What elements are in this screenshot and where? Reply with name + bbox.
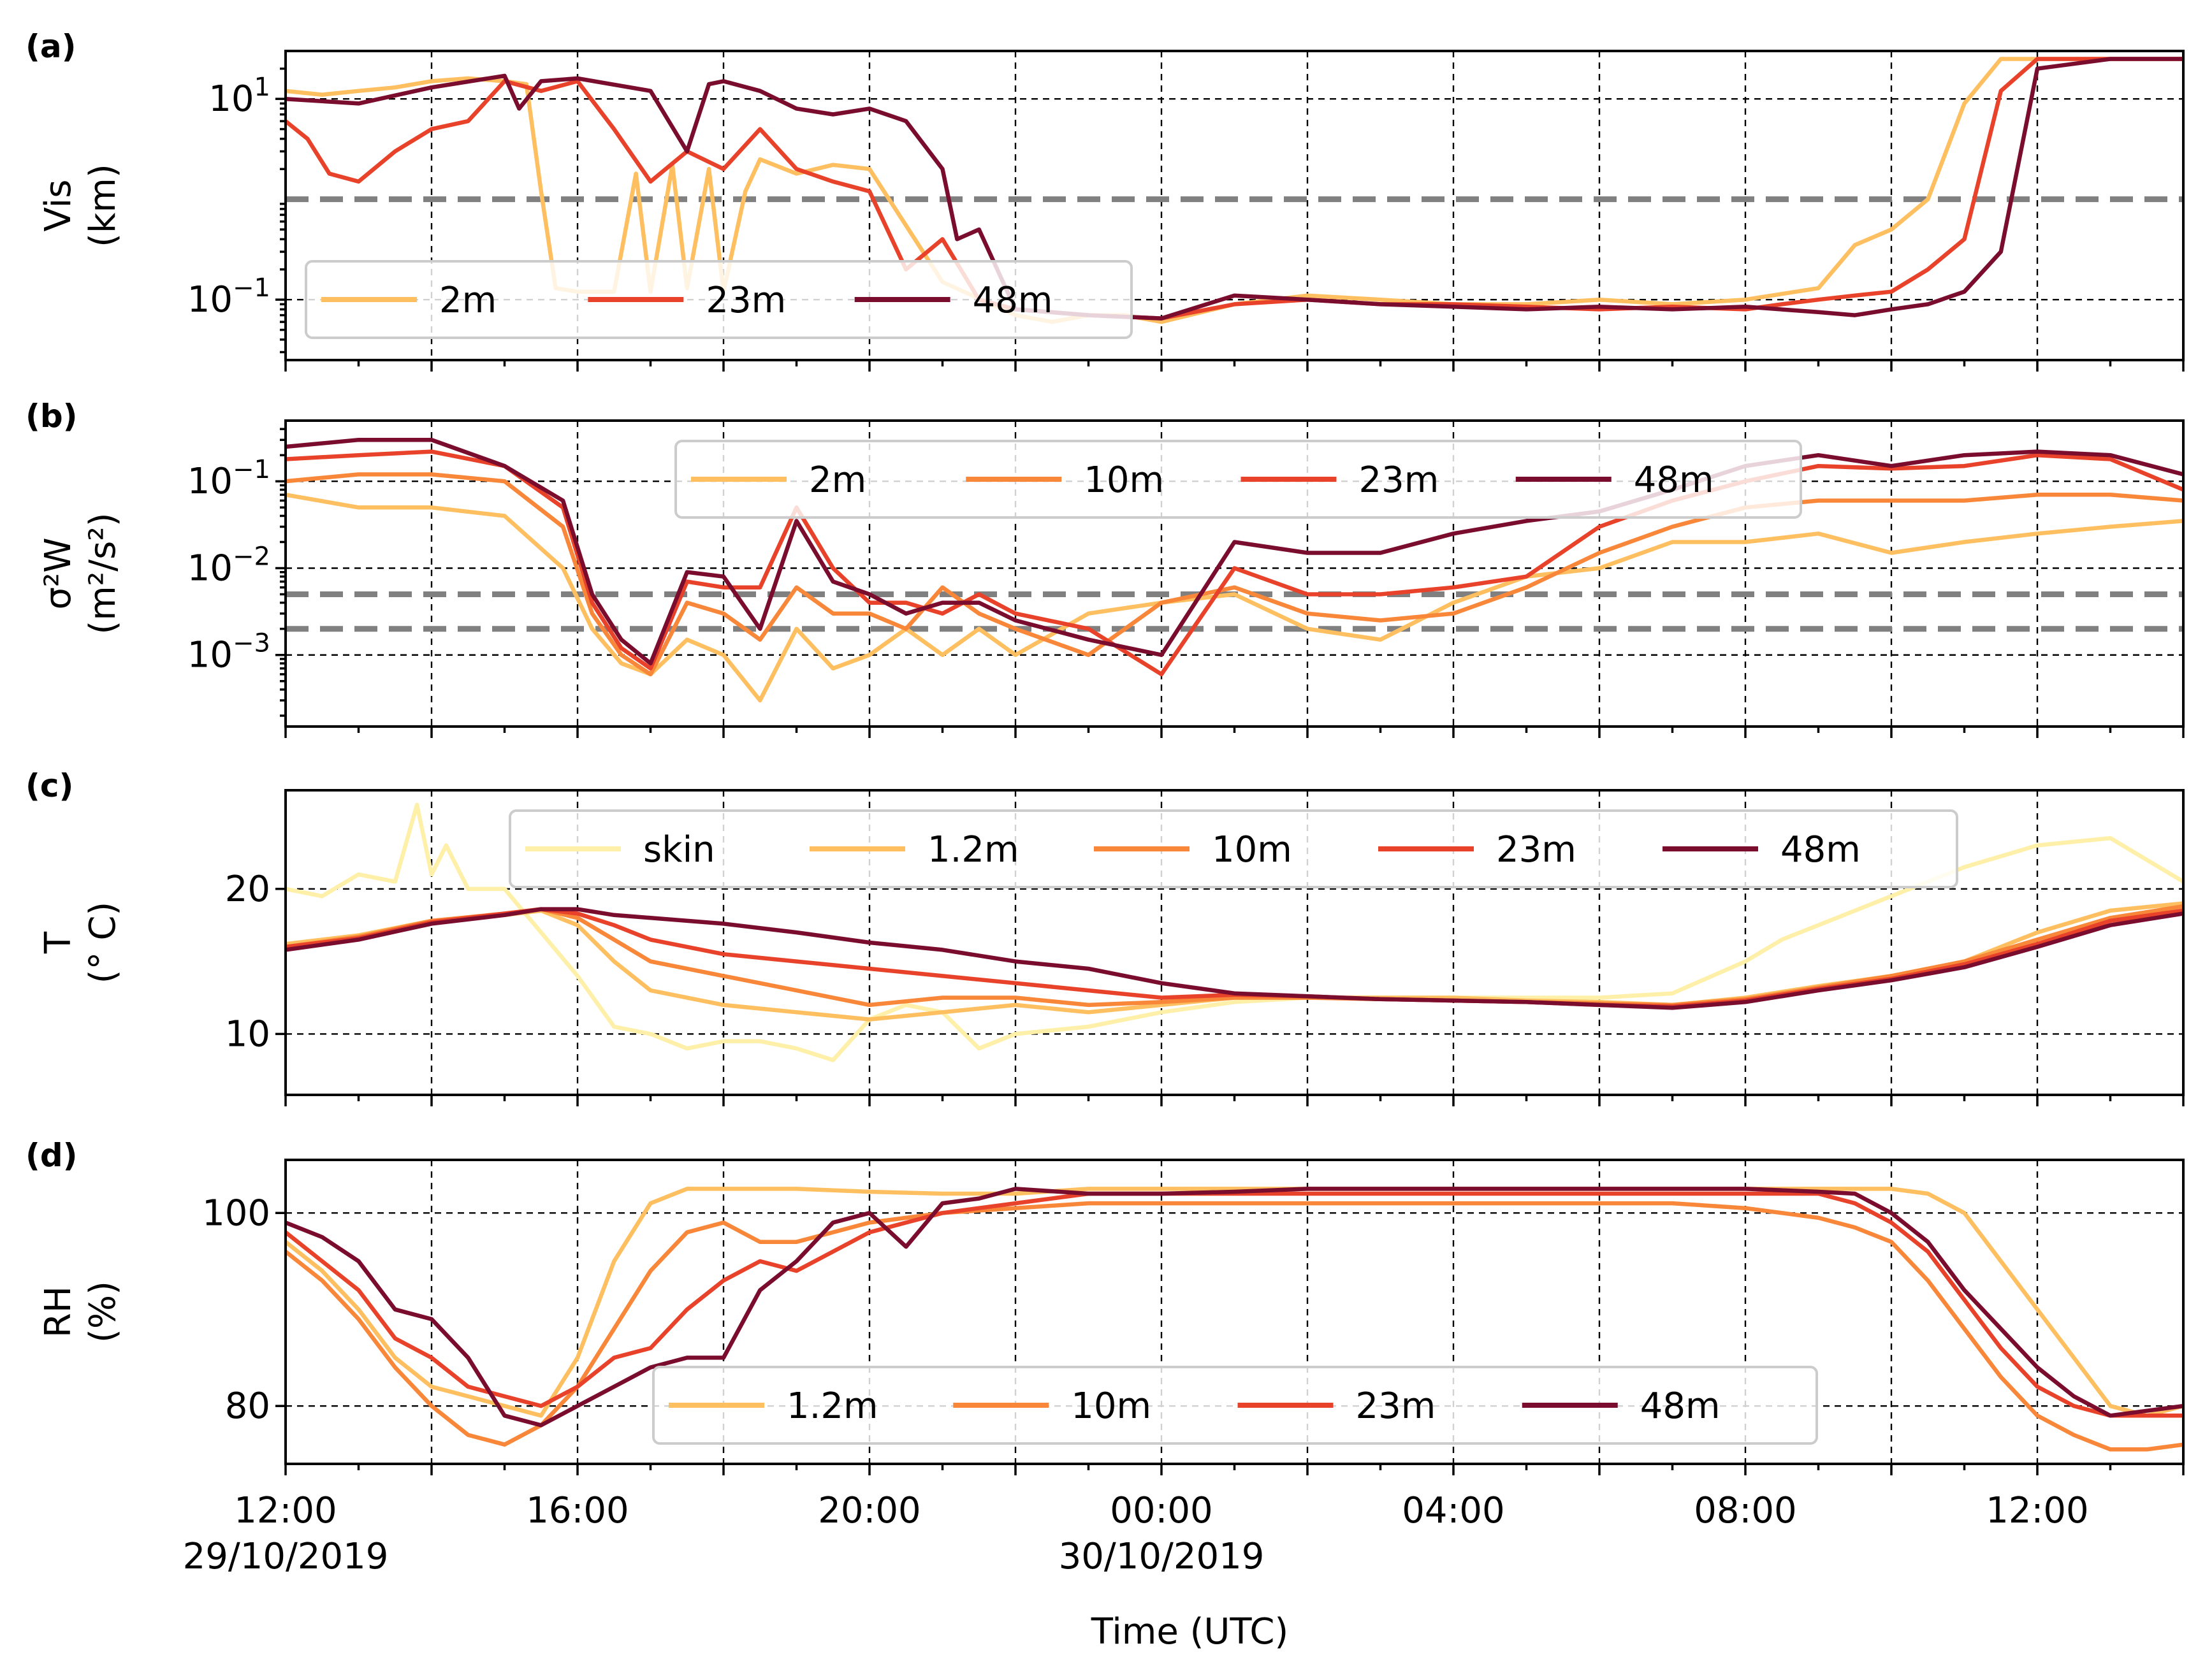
legend: 1.2m 10m 23m 48m bbox=[652, 1366, 1818, 1445]
panel-label: (a) bbox=[25, 28, 76, 65]
y-axis-title: RH bbox=[38, 1286, 79, 1338]
y-tick-label: 101 bbox=[208, 73, 270, 120]
y-tick-label: 20 bbox=[225, 869, 270, 910]
series-line-2m bbox=[286, 57, 2183, 324]
y-tick-label: 80 bbox=[225, 1385, 270, 1427]
x-tick-date-label: 29/10/2019 bbox=[183, 1536, 389, 1577]
legend-label-48m: 48m bbox=[973, 280, 1053, 321]
x-tick-label: 16:00 bbox=[526, 1490, 629, 1531]
panel-label: (b) bbox=[25, 398, 78, 435]
series-line-1-2m bbox=[286, 1187, 2183, 1418]
series-line-2m bbox=[286, 493, 2183, 703]
legend-label-10m: 10m bbox=[1084, 459, 1164, 501]
y-tick-label: 10−1 bbox=[187, 455, 270, 502]
y-tick-label: 10−1 bbox=[187, 273, 270, 321]
legend-box bbox=[674, 440, 1802, 519]
legend-label-48m: 48m bbox=[1634, 459, 1714, 501]
plot-frame bbox=[284, 789, 2185, 1096]
legend-label-23m: 23m bbox=[1496, 829, 1576, 871]
series-line-48m bbox=[286, 907, 2183, 1010]
x-tick-label: 08:00 bbox=[1694, 1490, 1796, 1531]
x-tick-label: 12:00 bbox=[1986, 1490, 2088, 1531]
plot-frame bbox=[284, 50, 2185, 361]
y-axis-title: σ²W bbox=[38, 537, 79, 609]
legend-label-1-2m: 1.2m bbox=[928, 829, 1019, 871]
panel-label: (d) bbox=[25, 1137, 78, 1174]
panel-b: 10−1 10−2 10−3 2m 10m 23m 48m (b) σ²W (m²/s²) bbox=[25, 398, 2185, 738]
legend-box bbox=[509, 809, 1958, 888]
y-axis-title: Vis bbox=[38, 180, 79, 232]
legend-label-skin: skin bbox=[643, 829, 715, 871]
legend-label-48m: 48m bbox=[1640, 1385, 1721, 1427]
legend-label-2m: 2m bbox=[809, 459, 866, 501]
plot-frame bbox=[284, 1159, 2185, 1465]
y-axis-title: T bbox=[38, 931, 79, 954]
legend-label-2m: 2m bbox=[439, 280, 497, 321]
x-axis-title: Time (UTC) bbox=[1091, 1611, 1289, 1653]
panel-label: (c) bbox=[25, 767, 73, 804]
legend: 2m 10m 23m 48m bbox=[674, 440, 1802, 519]
legend: 2m 23m 48m bbox=[305, 260, 1133, 339]
x-tick-label: 00:00 bbox=[1110, 1490, 1212, 1531]
plot-frame bbox=[284, 419, 2185, 728]
series-line-skin bbox=[286, 802, 2183, 1062]
x-tick-label: 12:00 bbox=[234, 1490, 337, 1531]
panel-a: 101 10−1 2m 23m 48m (a) Vis (km) bbox=[25, 28, 2185, 372]
y-tick-label: 100 bbox=[202, 1192, 270, 1234]
y-axis-title: (° C) bbox=[82, 902, 124, 984]
legend-label-23m: 23m bbox=[706, 280, 786, 321]
y-tick-label: 10−2 bbox=[187, 542, 270, 589]
y-tick-label: 10−3 bbox=[187, 629, 270, 676]
legend-box bbox=[652, 1366, 1818, 1445]
legend: skin 1.2m 10m 23m 48m bbox=[509, 809, 1958, 888]
y-axis-title: (%) bbox=[82, 1281, 124, 1343]
series-line-48m bbox=[286, 1187, 2183, 1428]
legend-label-48m: 48m bbox=[1780, 829, 1861, 871]
x-tick-label: 04:00 bbox=[1402, 1490, 1504, 1531]
x-tick-date-label: 30/10/2019 bbox=[1059, 1536, 1265, 1577]
legend-label-10m: 10m bbox=[1071, 1385, 1151, 1427]
panel-d: 100 80 1.2m 10m 23m 48m (d) RH (%) bbox=[25, 1137, 2185, 1475]
x-tick-label: 20:00 bbox=[818, 1490, 920, 1531]
legend-label-10m: 10m bbox=[1212, 829, 1292, 871]
y-axis-title: (m²/s²) bbox=[82, 512, 124, 634]
legend-label-1-2m: 1.2m bbox=[787, 1385, 878, 1427]
y-tick-label: 10 bbox=[225, 1013, 270, 1055]
panel-c: 20 10 skin 1.2m 10m 23m 48m (c) T (° C) bbox=[25, 767, 2185, 1106]
series-line-10m bbox=[286, 1201, 2183, 1452]
legend-label-23m: 23m bbox=[1359, 459, 1439, 501]
legend-label-23m: 23m bbox=[1356, 1385, 1436, 1427]
y-axis-title: (km) bbox=[82, 164, 124, 247]
legend-box bbox=[305, 260, 1133, 339]
